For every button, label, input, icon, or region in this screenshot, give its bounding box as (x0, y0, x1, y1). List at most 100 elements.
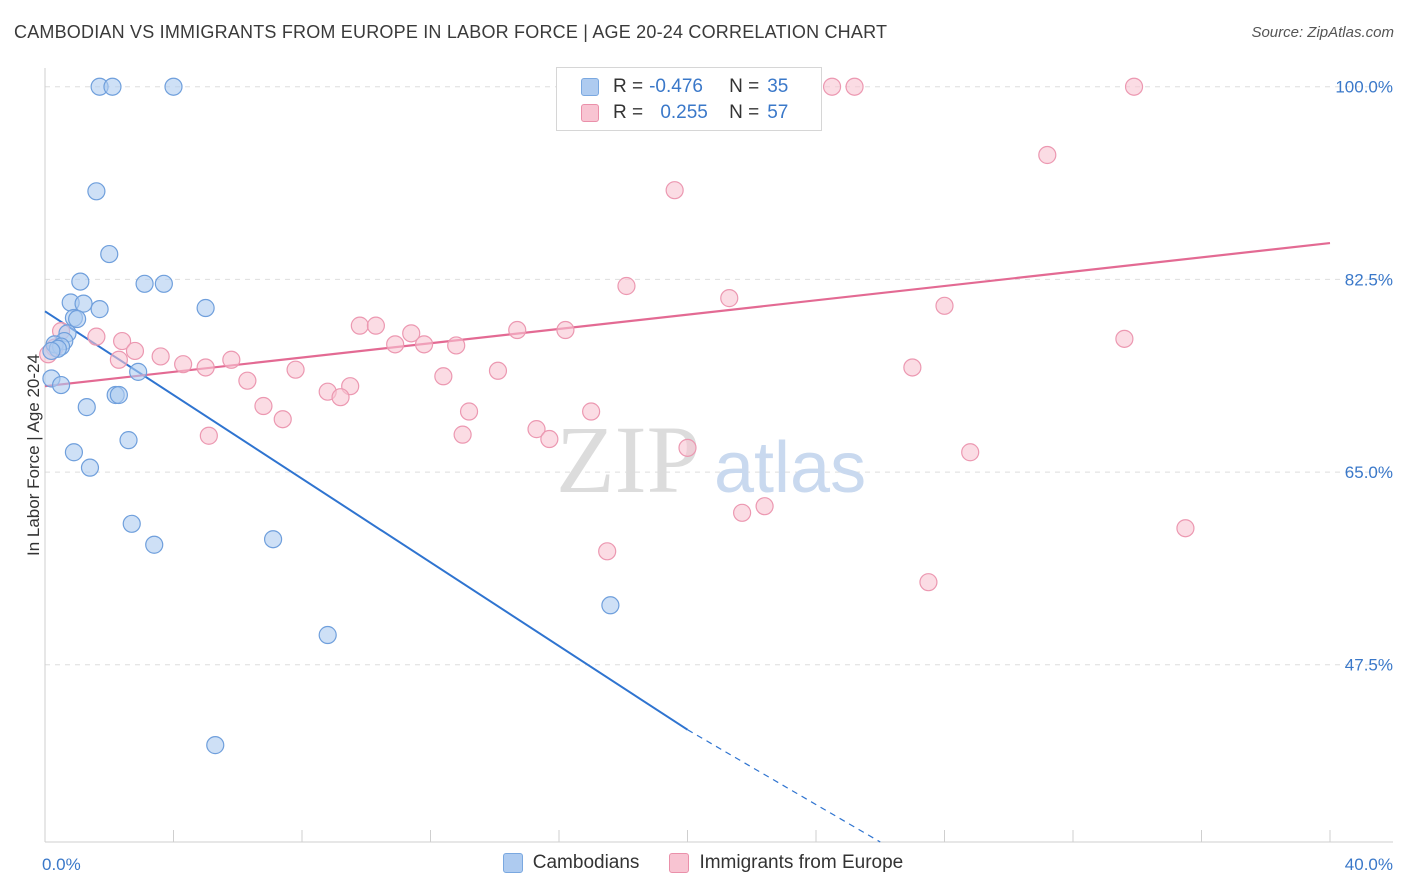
point-cambodians (119, 431, 138, 450)
point-immigrants (109, 350, 128, 369)
y-tick-label: 100.0% (1335, 78, 1393, 97)
point-cambodians (87, 182, 106, 201)
legend-n-value: 57 (767, 102, 789, 123)
legend-r-value: -0.476 (649, 76, 703, 97)
point-cambodians (129, 362, 148, 381)
point-immigrants (350, 316, 369, 335)
point-immigrants (665, 181, 684, 200)
point-cambodians (90, 300, 109, 319)
point-cambodians (135, 274, 154, 293)
point-immigrants (527, 420, 546, 439)
point-immigrants (582, 402, 601, 421)
point-cambodians (51, 375, 71, 395)
point-cambodians (109, 385, 128, 405)
tick-labels: 47.5% 65.0% 82.5% 100.0% 0.0% 40.0% (42, 78, 1393, 874)
point-immigrants (961, 443, 980, 462)
point-cambodians (145, 535, 164, 554)
point-immigrants (617, 276, 636, 296)
point-cambodians (318, 625, 337, 645)
point-immigrants (331, 388, 350, 407)
legend-r-label: R = (613, 76, 644, 97)
legend-label-cambodians: Cambodians (532, 852, 640, 873)
point-immigrants (199, 426, 218, 445)
point-immigrants (755, 497, 774, 516)
point-immigrants (366, 316, 385, 335)
legend-item-cambodians[interactable]: Cambodians (502, 852, 640, 874)
y-tick-label: 82.5% (1345, 270, 1393, 289)
point-immigrants (1176, 519, 1195, 538)
point-immigrants (453, 425, 472, 444)
legend-row-cambodians: R = -0.476 N = 35 (581, 74, 788, 100)
point-cambodians (206, 736, 225, 755)
legend-n-label: N = (729, 102, 760, 123)
point-cambodians (71, 272, 90, 291)
y-axis-label: In Labor Force | Age 20-24 (24, 354, 43, 556)
legend-r-value: 0.255 (660, 102, 708, 123)
point-immigrants (447, 336, 466, 355)
legend-label-immigrants: Immigrants from Europe (699, 852, 904, 873)
legend-item-immigrants[interactable]: Immigrants from Europe (669, 852, 903, 874)
watermark-zip: ZIP (556, 406, 700, 513)
point-immigrants (222, 350, 241, 369)
correlation-legend: R = -0.476 N = 35 R = 0.255 N = 57 (556, 67, 822, 131)
point-cambodians (122, 514, 141, 533)
point-cambodians (263, 530, 283, 549)
point-cambodians (80, 458, 100, 477)
point-immigrants (540, 429, 559, 449)
point-cambodians (164, 77, 183, 96)
point-immigrants (174, 355, 193, 374)
source-label: Source: ZipAtlas.com (1251, 24, 1394, 41)
point-immigrants (112, 331, 132, 351)
point-immigrants (254, 396, 273, 416)
series-legend: Cambodians Immigrants from Europe (0, 852, 1406, 874)
point-cambodians (64, 443, 84, 462)
point-cambodians (68, 309, 87, 329)
point-immigrants (386, 335, 405, 354)
point-immigrants (434, 367, 453, 386)
point-immigrants (459, 402, 479, 421)
point-immigrants (87, 327, 106, 346)
point-immigrants (733, 503, 752, 522)
axes (44, 68, 1393, 843)
grid-lines (45, 86, 1395, 666)
point-cambodians (601, 596, 620, 615)
point-cambodians (103, 77, 122, 96)
point-immigrants (556, 320, 575, 340)
point-immigrants (286, 360, 305, 379)
point-immigrants (508, 320, 527, 340)
legend-swatch-blue (581, 78, 599, 96)
point-immigrants (151, 347, 170, 366)
legend-row-immigrants: R = 0.255 N = 57 (581, 100, 788, 126)
y-tick-label: 65.0% (1345, 463, 1393, 482)
watermark-atlas: atlas (714, 428, 866, 508)
point-immigrants (125, 341, 145, 361)
x-tick-label: 0.0% (42, 855, 81, 874)
point-cambodians (100, 244, 119, 264)
point-immigrants (678, 438, 697, 457)
x-tick-label: 40.0% (1345, 855, 1393, 874)
point-immigrants (845, 77, 864, 96)
legend-swatch-pink (581, 104, 599, 122)
legend-swatch-immigrants (669, 853, 690, 873)
legend-n-label: N = (729, 76, 760, 97)
y-tick-label: 47.5% (1345, 656, 1393, 675)
point-immigrants (935, 296, 954, 315)
point-immigrants (720, 289, 739, 308)
point-immigrants (598, 542, 617, 561)
point-immigrants (488, 361, 508, 380)
legend-n-value: 35 (767, 76, 789, 97)
point-immigrants (919, 573, 938, 592)
trend-line-cambodians-extension (687, 729, 881, 843)
trend-line-immigrants (44, 241, 1331, 388)
legend-swatch-cambodians (502, 853, 523, 873)
point-immigrants (1124, 77, 1144, 96)
watermark: ZIP atlas (556, 406, 866, 513)
point-cambodians (154, 274, 173, 293)
point-cambodians (74, 294, 93, 313)
point-cambodians (42, 341, 61, 361)
point-immigrants (903, 358, 922, 377)
point-immigrants (1115, 329, 1134, 348)
point-immigrants (414, 335, 434, 354)
point-cambodians (196, 298, 215, 318)
